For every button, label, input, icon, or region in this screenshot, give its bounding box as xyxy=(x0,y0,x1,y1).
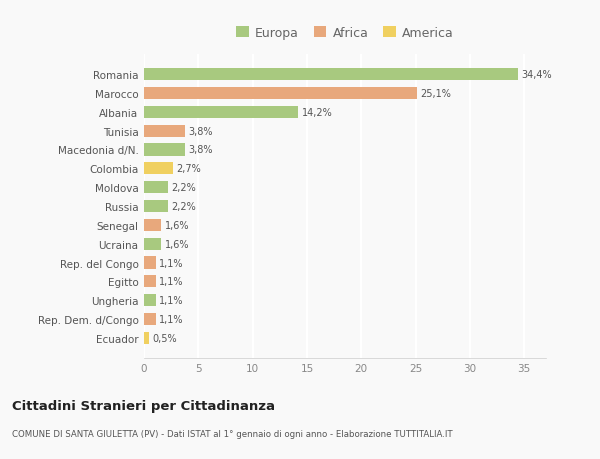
Text: 1,6%: 1,6% xyxy=(164,220,189,230)
Bar xyxy=(144,106,298,119)
Text: COMUNE DI SANTA GIULETTA (PV) - Dati ISTAT al 1° gennaio di ogni anno - Elaboraz: COMUNE DI SANTA GIULETTA (PV) - Dati IST… xyxy=(12,429,452,438)
Text: 1,1%: 1,1% xyxy=(159,296,184,306)
Bar xyxy=(144,125,185,137)
Bar xyxy=(144,294,156,307)
Text: 1,1%: 1,1% xyxy=(159,277,184,287)
Bar xyxy=(144,88,417,100)
Text: 34,4%: 34,4% xyxy=(521,70,551,80)
Bar xyxy=(144,313,156,325)
Text: 25,1%: 25,1% xyxy=(420,89,451,99)
Bar xyxy=(144,238,161,250)
Text: 1,1%: 1,1% xyxy=(159,258,184,268)
Text: 1,6%: 1,6% xyxy=(164,239,189,249)
Bar xyxy=(144,332,149,344)
Text: 3,8%: 3,8% xyxy=(188,145,213,155)
Bar xyxy=(144,201,168,213)
Text: 2,2%: 2,2% xyxy=(171,202,196,212)
Bar xyxy=(144,182,168,194)
Text: 0,5%: 0,5% xyxy=(152,333,178,343)
Bar xyxy=(144,276,156,288)
Bar xyxy=(144,144,185,156)
Text: 1,1%: 1,1% xyxy=(159,314,184,325)
Text: 14,2%: 14,2% xyxy=(302,107,332,118)
Text: 2,7%: 2,7% xyxy=(176,164,202,174)
Legend: Europa, Africa, America: Europa, Africa, America xyxy=(231,22,459,45)
Bar xyxy=(144,69,518,81)
Bar xyxy=(144,219,161,231)
Text: 3,8%: 3,8% xyxy=(188,126,213,136)
Text: 2,2%: 2,2% xyxy=(171,183,196,193)
Bar xyxy=(144,257,156,269)
Bar xyxy=(144,163,173,175)
Text: Cittadini Stranieri per Cittadinanza: Cittadini Stranieri per Cittadinanza xyxy=(12,399,275,412)
